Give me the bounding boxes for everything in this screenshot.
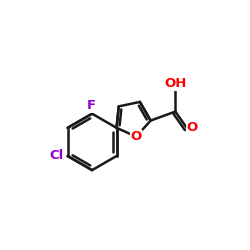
Text: OH: OH [164, 77, 186, 90]
Text: F: F [86, 99, 96, 112]
Text: O: O [187, 121, 198, 134]
Text: O: O [130, 130, 142, 143]
Text: Cl: Cl [49, 148, 64, 162]
